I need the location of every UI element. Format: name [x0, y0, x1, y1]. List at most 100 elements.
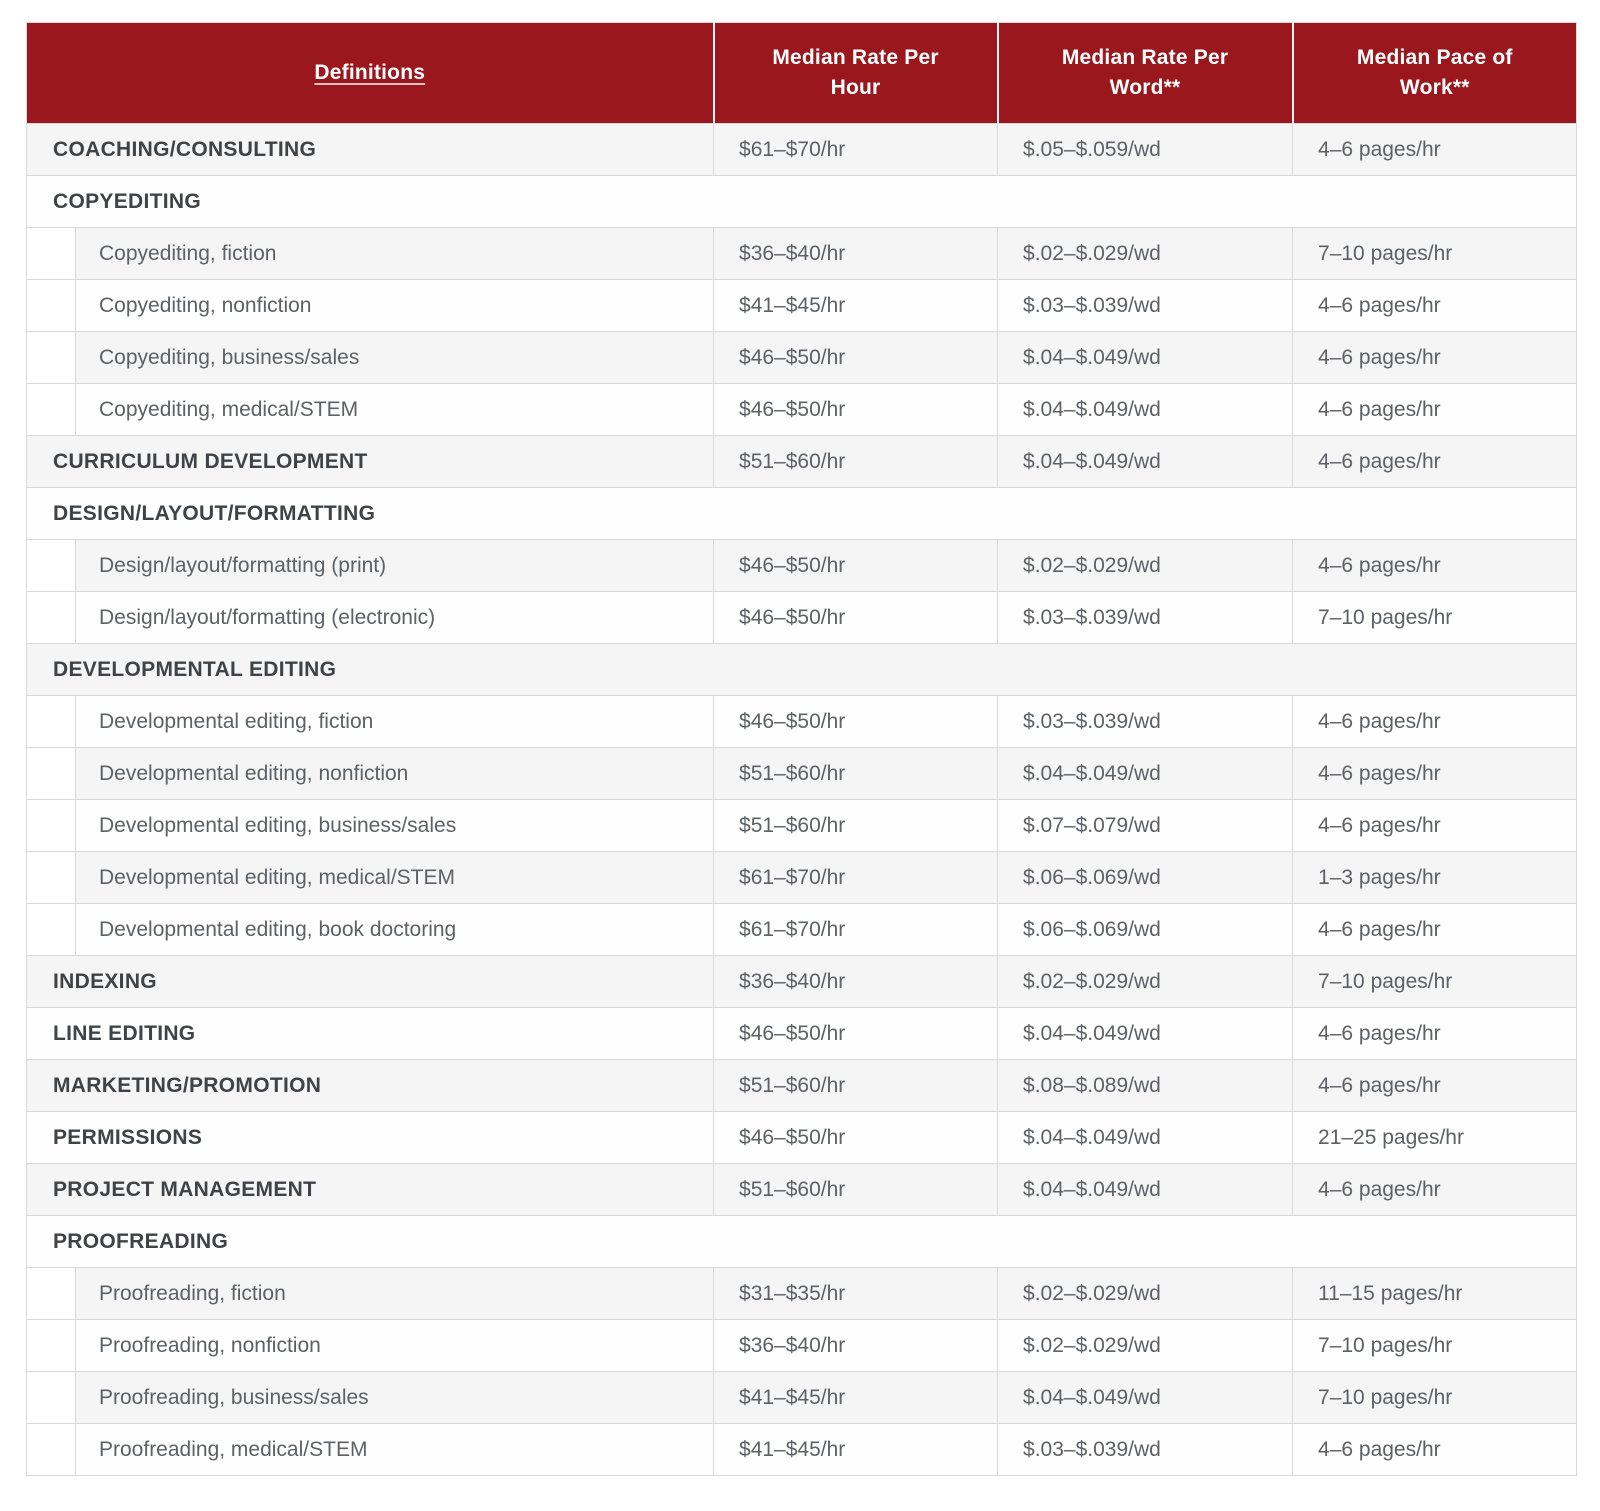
section-label: DEVELOPMENTAL EDITING	[26, 643, 1577, 696]
rate-hour-cell: $41–$45/hr	[713, 279, 998, 332]
pace-cell: 4–6 pages/hr	[1292, 383, 1577, 436]
pace-cell: 4–6 pages/hr	[1292, 435, 1577, 488]
sub-row: Developmental editing, business/sales $5…	[26, 799, 1577, 852]
rate-word-cell: $.04–$.049/wd	[997, 1371, 1293, 1424]
indent-cell	[26, 227, 76, 280]
sub-row: Proofreading, nonfiction $36–$40/hr $.02…	[26, 1319, 1577, 1372]
sub-label: Copyediting, fiction	[75, 227, 714, 280]
rate-word-cell: $.02–$.029/wd	[997, 227, 1293, 280]
indent-cell	[26, 799, 76, 852]
sub-label: Proofreading, fiction	[75, 1267, 714, 1320]
rate-hour-cell: $36–$40/hr	[713, 227, 998, 280]
pace-cell: 4–6 pages/hr	[1292, 695, 1577, 748]
sub-row: Developmental editing, nonfiction $51–$6…	[26, 747, 1577, 800]
sub-label: Design/layout/formatting (electronic)	[75, 591, 714, 644]
sub-label: Proofreading, nonfiction	[75, 1319, 714, 1372]
rate-hour-cell: $46–$50/hr	[713, 1007, 998, 1060]
indent-cell	[26, 1319, 76, 1372]
sub-row: Developmental editing, medical/STEM $61–…	[26, 851, 1577, 904]
table-row: INDEXING $36–$40/hr $.02–$.029/wd 7–10 p…	[26, 955, 1577, 1008]
rate-word-cell: $.02–$.029/wd	[997, 1267, 1293, 1320]
category-label: MARKETING/PROMOTION	[26, 1059, 714, 1112]
rate-hour-cell: $46–$50/hr	[713, 331, 998, 384]
header-pace-of-work: Median Pace of Work**	[1291, 22, 1577, 124]
indent-cell	[26, 331, 76, 384]
rate-word-cell: $.04–$.049/wd	[997, 1163, 1293, 1216]
sub-row: Proofreading, fiction $31–$35/hr $.02–$.…	[26, 1267, 1577, 1320]
sub-label: Copyediting, business/sales	[75, 331, 714, 384]
rate-word-cell: $.04–$.049/wd	[997, 747, 1293, 800]
rate-word-cell: $.07–$.079/wd	[997, 799, 1293, 852]
pace-cell: 11–15 pages/hr	[1292, 1267, 1577, 1320]
pace-cell: 4–6 pages/hr	[1292, 1423, 1577, 1476]
section-label: PROOFREADING	[26, 1215, 1577, 1268]
definitions-link[interactable]: Definitions	[314, 61, 426, 85]
sub-row: Copyediting, business/sales $46–$50/hr $…	[26, 331, 1577, 384]
pace-cell: 4–6 pages/hr	[1292, 903, 1577, 956]
rate-word-cell: $.03–$.039/wd	[997, 591, 1293, 644]
rate-word-cell: $.03–$.039/wd	[997, 695, 1293, 748]
pace-cell: 4–6 pages/hr	[1292, 747, 1577, 800]
rate-hour-cell: $61–$70/hr	[713, 123, 998, 176]
section-row: DESIGN/LAYOUT/FORMATTING	[26, 487, 1577, 540]
sub-row: Copyediting, fiction $36–$40/hr $.02–$.0…	[26, 227, 1577, 280]
pace-cell: 4–6 pages/hr	[1292, 799, 1577, 852]
section-row: COPYEDITING	[26, 175, 1577, 228]
table-row: PROJECT MANAGEMENT $51–$60/hr $.04–$.049…	[26, 1163, 1577, 1216]
pace-cell: 4–6 pages/hr	[1292, 279, 1577, 332]
pace-cell: 4–6 pages/hr	[1292, 539, 1577, 592]
rate-hour-cell: $61–$70/hr	[713, 903, 998, 956]
indent-cell	[26, 383, 76, 436]
table-row: CURRICULUM DEVELOPMENT $51–$60/hr $.04–$…	[26, 435, 1577, 488]
category-label: CURRICULUM DEVELOPMENT	[26, 435, 714, 488]
rate-word-cell: $.02–$.029/wd	[997, 1319, 1293, 1372]
table-row: LINE EDITING $46–$50/hr $.04–$.049/wd 4–…	[26, 1007, 1577, 1060]
header-definitions-cell: Definitions	[26, 22, 714, 124]
indent-cell	[26, 1371, 76, 1424]
pace-cell: 4–6 pages/hr	[1292, 1163, 1577, 1216]
category-label: COACHING/CONSULTING	[26, 123, 714, 176]
category-label: INDEXING	[26, 955, 714, 1008]
category-label: PERMISSIONS	[26, 1111, 714, 1164]
sub-row: Design/layout/formatting (print) $46–$50…	[26, 539, 1577, 592]
rate-hour-cell: $46–$50/hr	[713, 539, 998, 592]
rate-word-cell: $.04–$.049/wd	[997, 331, 1293, 384]
rate-word-cell: $.06–$.069/wd	[997, 851, 1293, 904]
sub-label: Developmental editing, business/sales	[75, 799, 714, 852]
rate-word-cell: $.06–$.069/wd	[997, 903, 1293, 956]
pace-cell: 7–10 pages/hr	[1292, 955, 1577, 1008]
rate-word-cell: $.05–$.059/wd	[997, 123, 1293, 176]
sub-label: Proofreading, business/sales	[75, 1371, 714, 1424]
rate-word-cell: $.08–$.089/wd	[997, 1059, 1293, 1112]
rate-hour-cell: $61–$70/hr	[713, 851, 998, 904]
pace-cell: 4–6 pages/hr	[1292, 1059, 1577, 1112]
editorial-rates-table: Definitions Median Rate Per Hour Median …	[26, 22, 1578, 1476]
pace-cell: 1–3 pages/hr	[1292, 851, 1577, 904]
rate-word-cell: $.04–$.049/wd	[997, 435, 1293, 488]
header-rate-per-hour: Median Rate Per Hour	[712, 22, 998, 124]
indent-cell	[26, 539, 76, 592]
table-row: MARKETING/PROMOTION $51–$60/hr $.08–$.08…	[26, 1059, 1577, 1112]
sub-label: Proofreading, medical/STEM	[75, 1423, 714, 1476]
rate-hour-cell: $46–$50/hr	[713, 1111, 998, 1164]
pace-cell: 4–6 pages/hr	[1292, 1007, 1577, 1060]
indent-cell	[26, 695, 76, 748]
section-label: COPYEDITING	[26, 175, 1577, 228]
indent-cell	[26, 591, 76, 644]
rate-hour-cell: $41–$45/hr	[713, 1423, 998, 1476]
section-row: PROOFREADING	[26, 1215, 1577, 1268]
indent-cell	[26, 1267, 76, 1320]
pace-cell: 7–10 pages/hr	[1292, 227, 1577, 280]
indent-cell	[26, 851, 76, 904]
rate-hour-cell: $41–$45/hr	[713, 1371, 998, 1424]
indent-cell	[26, 903, 76, 956]
section-label: DESIGN/LAYOUT/FORMATTING	[26, 487, 1577, 540]
sub-label: Design/layout/formatting (print)	[75, 539, 714, 592]
sub-row: Copyediting, medical/STEM $46–$50/hr $.0…	[26, 383, 1577, 436]
pace-cell: 4–6 pages/hr	[1292, 331, 1577, 384]
rate-hour-cell: $51–$60/hr	[713, 747, 998, 800]
rate-hour-cell: $31–$35/hr	[713, 1267, 998, 1320]
rate-hour-cell: $36–$40/hr	[713, 955, 998, 1008]
sub-row: Developmental editing, fiction $46–$50/h…	[26, 695, 1577, 748]
